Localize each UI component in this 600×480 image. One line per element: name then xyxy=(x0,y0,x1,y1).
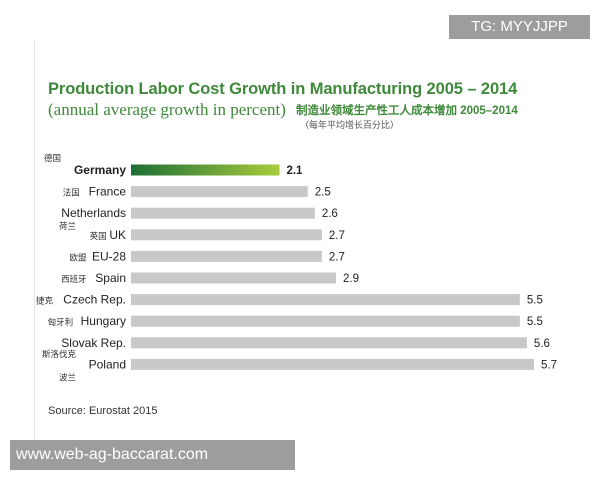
category-label-zh-czech-rep: 捷克 xyxy=(36,296,53,306)
value-label-eu-28: 2.7 xyxy=(329,251,345,263)
chart-subtitle: (annual average growth in percent) xyxy=(48,100,286,119)
value-label-poland: 5.7 xyxy=(541,359,557,371)
category-label-netherlands: Netherlands xyxy=(61,206,126,220)
chart-title-block: Production Labor Cost Growth in Manufact… xyxy=(48,80,517,99)
subtitle-row: (annual average growth in percent) 制造业领域… xyxy=(48,100,588,134)
bar-chart: Germany 德国 2.1 France 法国 2.5 Netherlands 荷兰 2.6 U… xyxy=(36,148,600,392)
value-label-slovak-rep: 5.6 xyxy=(534,338,550,350)
value-label-germany: 2.1 xyxy=(286,165,303,177)
value-label-uk: 2.7 xyxy=(329,230,345,242)
category-label-zh-slovak-rep: 斯洛伐克 xyxy=(42,349,77,359)
value-label-spain: 2.9 xyxy=(343,273,359,285)
category-label-hungary: Hungary xyxy=(81,314,126,328)
category-label-slovak-rep: Slovak Rep. xyxy=(61,336,126,350)
bar-netherlands xyxy=(131,207,315,219)
category-label-germany: Germany xyxy=(74,163,126,177)
bar-uk xyxy=(131,229,322,241)
category-label-zh-spain: 西班牙 xyxy=(61,274,87,284)
watermark-top: TG: MYYJJPP xyxy=(449,15,590,39)
bar-eu-28 xyxy=(131,250,322,262)
bar-france xyxy=(131,186,308,198)
value-label-france: 2.5 xyxy=(315,187,331,199)
category-label-spain: Spain xyxy=(95,271,126,285)
watermark-url: www.web-ag-baccarat.com xyxy=(10,440,295,470)
bar-germany xyxy=(131,164,280,176)
bar-spain xyxy=(131,272,337,284)
category-label-poland: Poland xyxy=(89,357,126,371)
category-label-zh-france: 法国 xyxy=(63,188,80,198)
category-label-zh-poland: 波兰 xyxy=(59,372,76,382)
category-label-eu-28: EU-28 xyxy=(92,249,126,263)
value-label-hungary: 5.5 xyxy=(527,316,543,328)
category-label-zh-hungary: 匈牙利 xyxy=(48,317,74,327)
category-label-zh-eu-28: 欧盟 xyxy=(69,252,87,262)
chart-subtitle-chinese: （每年平均增长百分比） xyxy=(300,120,400,130)
category-label-zh-uk: 英国 xyxy=(90,231,107,241)
chart-title-chinese: 制造业领域生产性工人成本增加 2005–2014 xyxy=(296,105,518,117)
left-rule xyxy=(34,40,35,440)
bar-slovak-rep xyxy=(131,337,527,349)
source-note: Source: Eurostat 2015 xyxy=(48,405,158,417)
category-label-zh-netherlands: 荷兰 xyxy=(59,221,76,231)
bar-poland xyxy=(131,358,534,370)
category-label-zh-germany: 德国 xyxy=(44,153,61,163)
value-label-netherlands: 2.6 xyxy=(322,208,338,220)
chart-title: Production Labor Cost Growth in Manufact… xyxy=(48,80,518,98)
bar-hungary xyxy=(131,315,520,327)
category-label-czech-rep: Czech Rep. xyxy=(63,293,126,307)
category-label-france: France xyxy=(89,185,127,199)
category-label-uk: UK xyxy=(109,228,126,242)
value-label-czech-rep: 5.5 xyxy=(527,295,543,307)
bar-czech-rep xyxy=(131,294,520,306)
